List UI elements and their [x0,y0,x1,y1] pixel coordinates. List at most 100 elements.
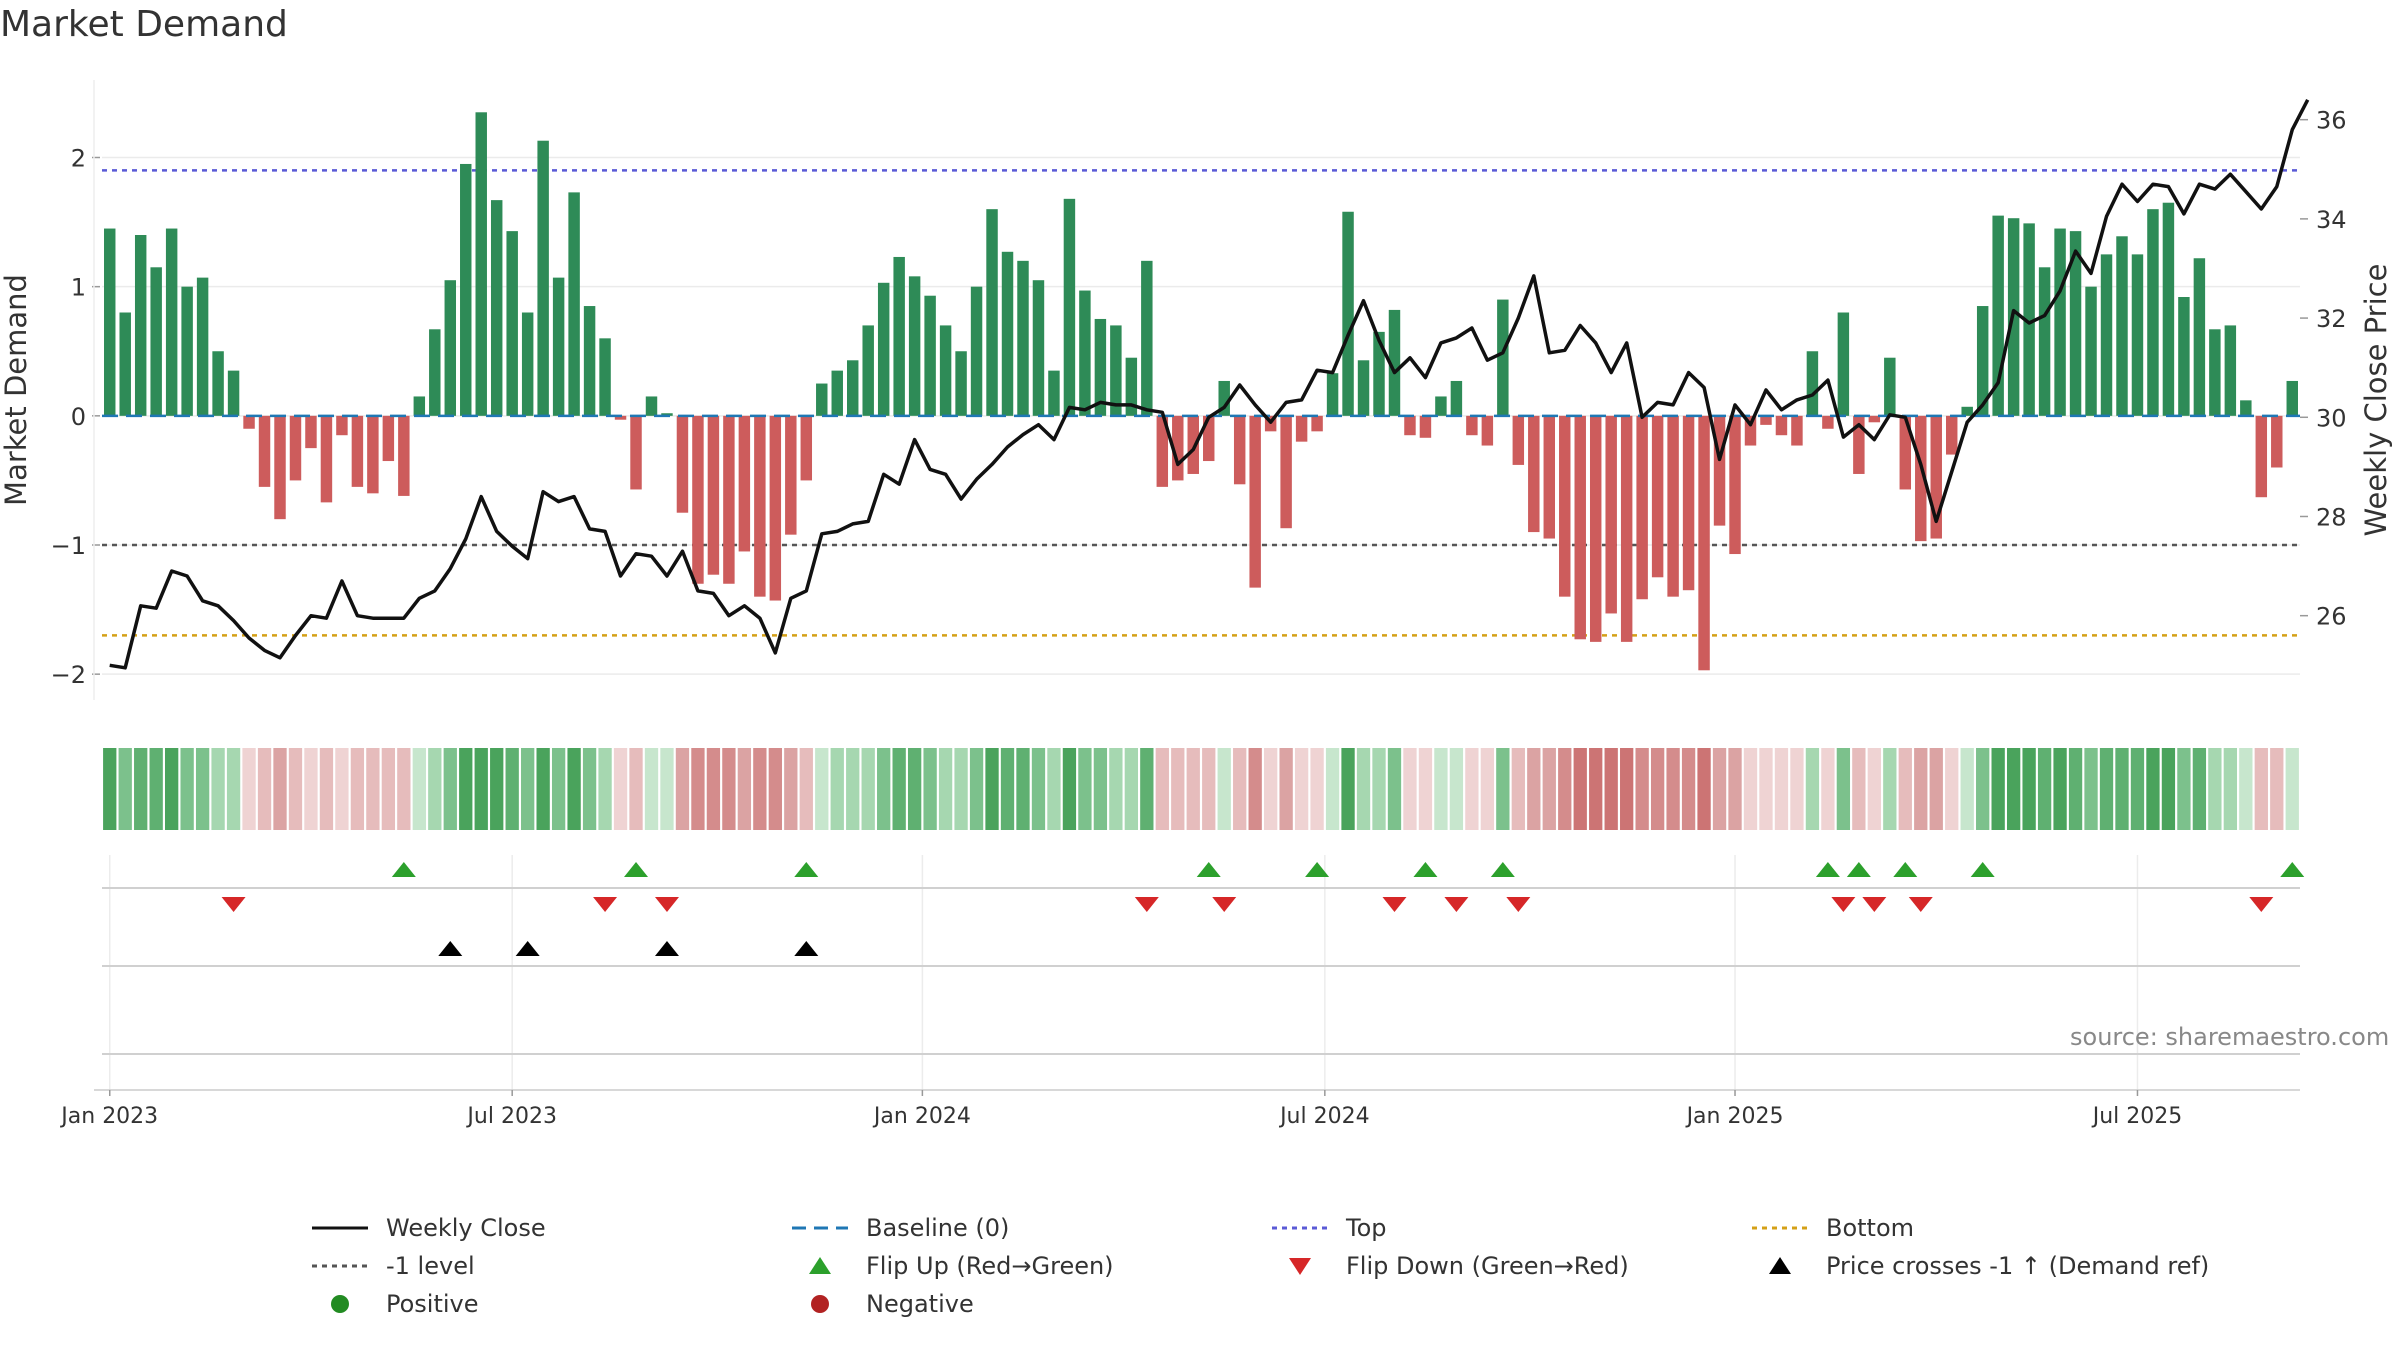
demand-bar-positive [2286,380,2298,416]
demand-bar-negative [1899,415,1912,490]
strip-cell [830,748,844,830]
legend-label: Bottom [1826,1214,1915,1242]
flip-up-marker [1815,862,1840,877]
demand-bar-positive [552,277,565,416]
demand-bar-negative [336,415,348,436]
right-tick-label: 26 [2316,603,2347,631]
demand-bar-positive [2023,223,2035,416]
price-cross-marker [438,941,463,956]
demand-bar-positive [506,231,518,416]
left-tick-label: 2 [71,145,86,173]
strip-cell [2022,748,2036,830]
flip-down-marker [1212,897,1237,912]
strip-cell [1620,748,1634,830]
price-cross-marker [654,941,679,956]
strip-cell [381,748,396,830]
strip-cell [1449,748,1464,830]
strip-cell [428,748,442,830]
strip-cell [474,748,488,830]
market-demand-chart: 2 1 0 −1 −2 26 28 30 32 34 36 Market Demand Weekly C… [0,80,2393,1129]
strip-cell [675,748,690,830]
strip-cell [2208,748,2222,830]
strip-cell [1418,748,1433,830]
strip-cell [691,748,705,830]
strip-cell [1774,748,1789,830]
x-tick-label: Jul 2023 [465,1104,557,1129]
strip-cell [2223,748,2238,830]
strip-cell [861,748,875,830]
strip-cell [2254,748,2268,830]
strip-cell [2115,748,2129,830]
strip-cell [567,748,581,830]
demand-bar-positive [1017,260,1029,416]
strip-cell [2146,748,2160,830]
demand-bar-negative [630,415,642,490]
demand-bar-positive [2162,202,2175,416]
legend-line-swatch [312,1226,368,1230]
demand-bar-negative [1605,415,1617,614]
flip-down-marker [1862,897,1887,912]
left-tick-label: −1 [51,532,86,560]
strip-cell [722,748,736,830]
demand-bar-negative [1512,415,1525,465]
demand-bar-negative [1404,415,1416,436]
strip-cell [1929,748,1943,830]
demand-bar-negative [1915,415,1927,542]
demand-bar-negative [243,415,255,429]
demand-bar-positive [1357,360,1370,416]
demand-bar-positive [893,256,905,416]
strip-cell [1434,748,1448,830]
strip-cell [1109,748,1123,830]
demand-bar-positive [816,383,828,416]
demand-bar-positive [1110,325,1122,416]
strip-cell [211,748,225,830]
strip-cell [629,748,643,830]
strip-cell [938,748,953,830]
left-axis-title: Market Demand [0,274,33,506]
demand-bar-negative [692,415,704,584]
triangle-down-icon [1289,1258,1311,1275]
legend-dotted-swatch [1272,1226,1328,1230]
demand-bar-positive [645,396,658,416]
strip-cell [521,748,535,830]
legend-label: -1 level [386,1252,475,1280]
strip-cell [1093,748,1108,830]
legend-item-flip-down: Flip Down (Green→Red) [1270,1248,1629,1284]
demand-bar-positive [2116,236,2128,416]
demand-bar-negative [274,415,286,520]
flip-up-marker [1970,862,1995,877]
demand-bar-negative [1172,415,1184,481]
demand-bar-positive [1218,380,1230,416]
demand-bar-positive [1806,351,1819,416]
strip-cell [1016,748,1030,830]
demand-bar-positive [2038,267,2051,416]
x-tick-label: Jan 2025 [1685,1104,1784,1129]
demand-bar-negative [1698,415,1710,671]
demand-bar-negative [1311,415,1323,432]
strip-cell [2285,748,2299,830]
strip-cell [1558,748,1572,830]
demand-bar-negative [1280,415,1292,529]
demand-bar-positive [1450,380,1463,416]
demand-bar-positive [1063,198,1076,416]
strip-cell [1310,748,1324,830]
demand-bar-positive [661,413,673,416]
demand-bar-positive [1001,251,1014,416]
flip-up-marker [1413,862,1438,877]
price-cross-marker [794,941,819,956]
strip-cell [954,748,968,830]
source-note: source: sharemaestro.com [2070,1023,2390,1051]
legend-item-weekly-close: Weekly Close [310,1210,546,1246]
demand-bars [102,112,2300,671]
strip-cell [815,748,829,830]
strip-cell [319,748,334,830]
circle-icon [331,1295,349,1313]
strip-cell [1202,748,1216,830]
demand-bar-negative [1729,415,1741,555]
strip-cell [1914,748,1928,830]
x-tick-label: Jan 2023 [59,1104,158,1129]
demand-bar-positive [227,370,240,416]
strip-cell [1155,748,1169,830]
strip-cell [195,748,210,830]
demand-bar-positive [1048,370,1060,416]
